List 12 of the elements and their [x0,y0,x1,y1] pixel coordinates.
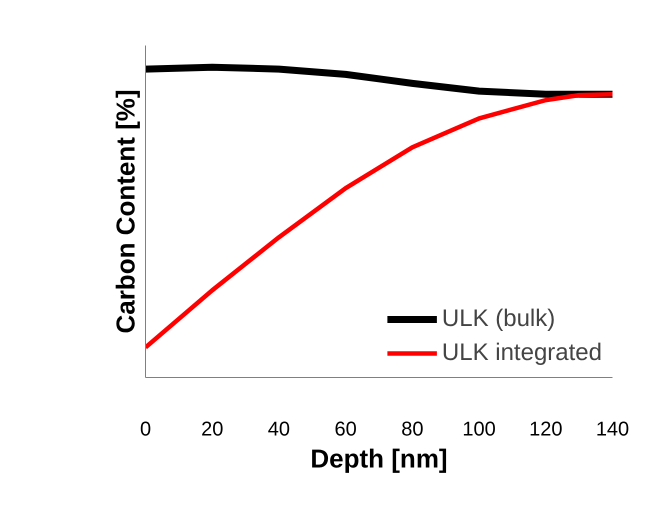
x-tick-label: 140 [596,418,630,440]
x-tick-label: 40 [268,418,290,440]
x-tick-label: 80 [401,418,424,440]
x-tick-label: 100 [462,418,496,440]
x-axis-title: Depth [nm] [310,444,448,474]
legend-label: ULK (bulk) [442,305,556,333]
x-tick-label: 120 [529,418,562,440]
x-tick-label: 20 [201,418,224,440]
x-tick-label: 0 [140,418,152,440]
y-axis-title: Carbon Content [%] [110,89,140,334]
legend-label: ULK integrated [442,339,602,367]
x-tick-label: 60 [334,418,357,440]
